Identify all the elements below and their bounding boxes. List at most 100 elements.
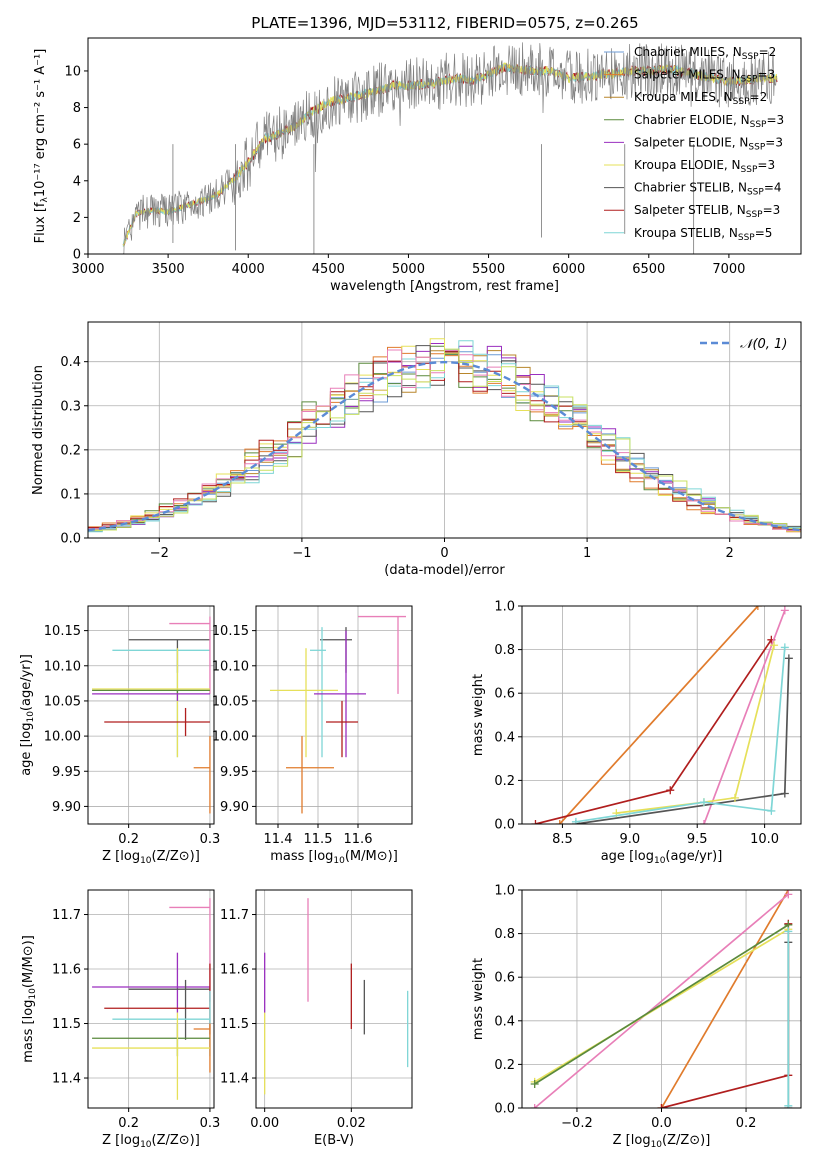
plus-marker (666, 786, 675, 795)
tick-label-y: 6 (73, 138, 81, 153)
tick-label-x: 5000 (392, 262, 425, 277)
tick-label-y: 10.15 (44, 624, 81, 639)
plot-area (530, 890, 793, 1108)
data-spectrum-line (122, 42, 778, 254)
label-part: 10 (333, 856, 345, 866)
label-part: Chabrier STELIB, N (634, 181, 747, 195)
series-line (559, 606, 759, 824)
tick-label-y: 10.05 (212, 694, 249, 709)
tick-label-x: 4500 (312, 262, 345, 277)
plus-marker (555, 820, 564, 824)
legend: 𝒩(0, 1) (700, 337, 787, 352)
tick-label-x: 0.2 (118, 1116, 139, 1131)
plot-area (122, 42, 778, 254)
label-part: (M/M⊙)] (345, 849, 398, 864)
label-part: =2 (759, 45, 777, 59)
legend-label: Kroupa ELODIE, NSSP=3 (634, 158, 775, 175)
tick-label-x: 0.2 (736, 1116, 757, 1131)
y-axis-label: Flux [fλ10⁻¹⁷ erg cm⁻² s⁻¹ A⁻¹] (33, 49, 50, 244)
series-line (534, 924, 789, 1085)
tick-label-y: 0.0 (494, 1102, 515, 1117)
panel-residuals: 𝒩(0, 1) −2 −1 0 1 2 0.0 0.1 0.2 0.3 0.4 (data-model… (31, 321, 802, 578)
tick-label-y: 4 (73, 174, 81, 189)
legend-label: Salpeter STELIB, NSSP=3 (634, 203, 780, 220)
tick-label-x: 6500 (632, 262, 665, 277)
tick-label-y: 8 (73, 101, 81, 116)
label-part: SSP (746, 210, 763, 220)
tick-label-x: −0.2 (561, 1116, 593, 1131)
label-part: Kroupa STELIB, N (634, 226, 738, 240)
plot-area (531, 606, 793, 824)
plus-marker (780, 789, 789, 798)
tick-label-y: 9.90 (52, 800, 81, 815)
plus-marker (770, 641, 779, 650)
label-part: 10 (651, 1140, 663, 1150)
plus-marker (767, 806, 776, 815)
label-part: =3 (763, 203, 781, 217)
label-part: (Z/Z⊙)] (152, 849, 200, 864)
label-part: Salpeter ELODIE, N (634, 135, 748, 149)
tick-label-y: 0.2 (494, 774, 515, 789)
series-line (660, 890, 790, 1108)
axes-frame (255, 605, 413, 825)
plus-marker (530, 1080, 539, 1089)
series-line (616, 644, 775, 814)
tick-label-x: 6000 (552, 262, 585, 277)
label-part: Z [log (613, 1133, 651, 1148)
label-part: (age/yr)] (19, 654, 34, 711)
axes-frame (87, 605, 215, 825)
label-part: Z [log (102, 849, 140, 864)
tick-label-y: 0.3 (60, 399, 81, 414)
plus-marker (780, 643, 789, 652)
tick-label-y: 10.00 (212, 730, 249, 745)
series-line (534, 928, 789, 1083)
label-part: SSP (747, 188, 764, 198)
tick-label-y: 0.8 (494, 927, 515, 942)
tick-label-x: 2 (726, 546, 734, 561)
legend-label: Salpeter MILES, NSSP=3 (634, 68, 775, 85)
legend-label: 𝒩(0, 1) (740, 337, 787, 352)
tick-label-y: 0.6 (494, 687, 515, 702)
tick-label-y: 1.0 (494, 600, 515, 615)
plus-marker (784, 927, 793, 936)
tick-label-x: 7000 (712, 262, 745, 277)
plus-marker (784, 1101, 793, 1108)
label-part: age [log (19, 723, 34, 776)
axes-frame (87, 37, 802, 255)
label-part: SSP (750, 120, 767, 130)
label-part: =2 (750, 90, 768, 104)
x-axis-label: age [log10(age/yr)] (601, 849, 723, 866)
label-part: 10 (26, 711, 36, 723)
y-axis-label: mass weight (471, 958, 486, 1040)
axes-frame (255, 889, 413, 1109)
label-part: Chabrier MILES, N (634, 45, 742, 59)
label-part: =3 (766, 113, 784, 127)
label-part: (M/M⊙)] (21, 935, 36, 988)
label-part: (age/yr)] (665, 849, 722, 864)
label-part: SSP (733, 97, 750, 107)
tick-label-x: 3000 (71, 262, 104, 277)
label-part: Kroupa MILES, N (634, 90, 733, 104)
label-part: SSP (741, 75, 758, 85)
label-part: SSP (748, 142, 765, 152)
plus-marker (780, 606, 789, 615)
x-axis-label: Z [log10(Z/Z⊙)] (102, 1133, 200, 1150)
tick-label-y: 9.95 (220, 765, 249, 780)
tick-label-x: 9.0 (619, 832, 640, 847)
label-part: (Z/Z⊙)] (662, 1133, 710, 1148)
tick-label-y: 11.7 (220, 908, 249, 923)
tick-label-y: 0 (73, 248, 81, 263)
tick-label-y: 0.1 (60, 487, 81, 502)
label-part: Z [log (102, 1133, 140, 1148)
plus-marker (784, 890, 793, 899)
panel-mass-vs-EBV: 0.00 0.02 11.4 11.5 11.6 11.7 E(B-V) (220, 889, 413, 1148)
tick-label-x: 11.5 (304, 832, 333, 847)
label-part: =3 (757, 68, 775, 82)
label-part: 10 (654, 856, 666, 866)
plus-marker (531, 820, 540, 824)
tick-label-x: 3500 (152, 262, 185, 277)
tick-label-x: 0.3 (200, 1116, 221, 1131)
tick-label-y: 11.5 (220, 1017, 249, 1032)
tick-label-x: 8.5 (552, 832, 573, 847)
label-part: mass [log (270, 849, 333, 864)
